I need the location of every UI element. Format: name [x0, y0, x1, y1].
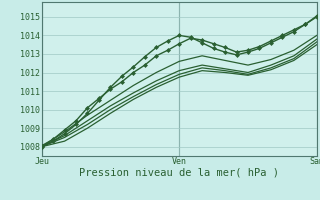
X-axis label: Pression niveau de la mer( hPa ): Pression niveau de la mer( hPa )	[79, 168, 279, 178]
